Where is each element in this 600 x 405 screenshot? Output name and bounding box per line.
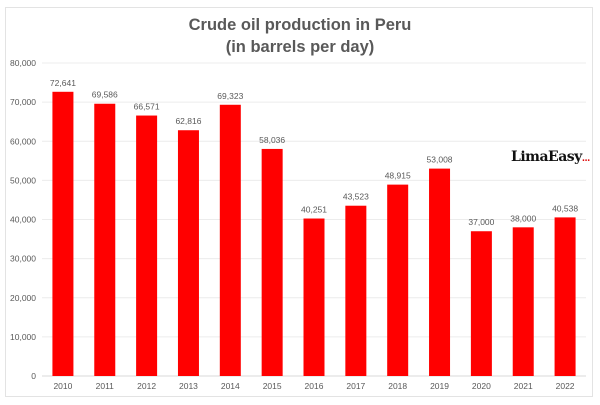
x-tick-label: 2013 bbox=[179, 381, 198, 391]
y-tick-label: 70,000 bbox=[10, 97, 36, 107]
x-tick-label: 2019 bbox=[430, 381, 449, 391]
y-tick-label: 80,000 bbox=[10, 58, 36, 68]
y-tick-label: 50,000 bbox=[10, 175, 36, 185]
logo-dots: ... bbox=[581, 154, 590, 164]
bar-2019 bbox=[429, 168, 451, 376]
bar-2021 bbox=[512, 227, 534, 376]
bar-2017 bbox=[345, 205, 367, 376]
data-label: 69,586 bbox=[92, 90, 118, 100]
data-label: 40,251 bbox=[301, 205, 327, 215]
x-tick-label: 2010 bbox=[53, 381, 72, 391]
data-label: 40,538 bbox=[552, 203, 578, 213]
data-label: 43,523 bbox=[343, 192, 369, 202]
chart-title: Crude oil production in Peru bbox=[188, 16, 412, 34]
data-label: 53,008 bbox=[427, 155, 453, 165]
x-tick-label: 2011 bbox=[96, 381, 115, 391]
y-tick-label: 60,000 bbox=[10, 136, 36, 146]
bar-2013 bbox=[177, 130, 199, 376]
logo-text: LimaEasy bbox=[511, 149, 582, 165]
y-tick-label: 20,000 bbox=[10, 293, 36, 303]
bar-2018 bbox=[387, 184, 409, 376]
data-label: 62,816 bbox=[175, 116, 201, 126]
y-tick-label: 40,000 bbox=[10, 215, 36, 225]
data-label: 48,915 bbox=[385, 171, 411, 181]
x-tick-label: 2012 bbox=[137, 381, 156, 391]
x-tick-label: 2018 bbox=[388, 381, 407, 391]
bar-2016 bbox=[303, 218, 325, 376]
y-tick-label: 10,000 bbox=[10, 332, 36, 342]
bar-2010 bbox=[52, 91, 74, 376]
x-tick-label: 2014 bbox=[221, 381, 240, 391]
x-tick-label: 2020 bbox=[472, 381, 491, 391]
limaeasy-logo: LimaEasy... bbox=[511, 149, 590, 165]
bar-2014 bbox=[219, 104, 241, 376]
data-label: 69,323 bbox=[217, 91, 243, 101]
y-tick-label: 30,000 bbox=[10, 254, 36, 264]
x-tick-label: 2021 bbox=[514, 381, 533, 391]
data-label: 58,036 bbox=[259, 135, 285, 145]
chart-frame bbox=[5, 7, 593, 397]
bar-2011 bbox=[94, 103, 116, 376]
bar-2012 bbox=[136, 115, 158, 377]
data-label: 38,000 bbox=[510, 213, 536, 223]
data-label: 66,571 bbox=[134, 102, 160, 112]
chart-subtitle: (in barrels per day) bbox=[225, 38, 375, 56]
bar-2022 bbox=[554, 217, 576, 376]
x-tick-label: 2015 bbox=[263, 381, 282, 391]
y-tick-label: 0 bbox=[31, 371, 36, 381]
x-tick-label: 2022 bbox=[556, 381, 575, 391]
data-label: 72,641 bbox=[50, 78, 76, 88]
x-tick-label: 2017 bbox=[346, 381, 365, 391]
bar-2015 bbox=[261, 148, 283, 376]
x-tick-label: 2016 bbox=[305, 381, 324, 391]
bar-2020 bbox=[470, 231, 492, 376]
data-label: 37,000 bbox=[468, 217, 494, 227]
